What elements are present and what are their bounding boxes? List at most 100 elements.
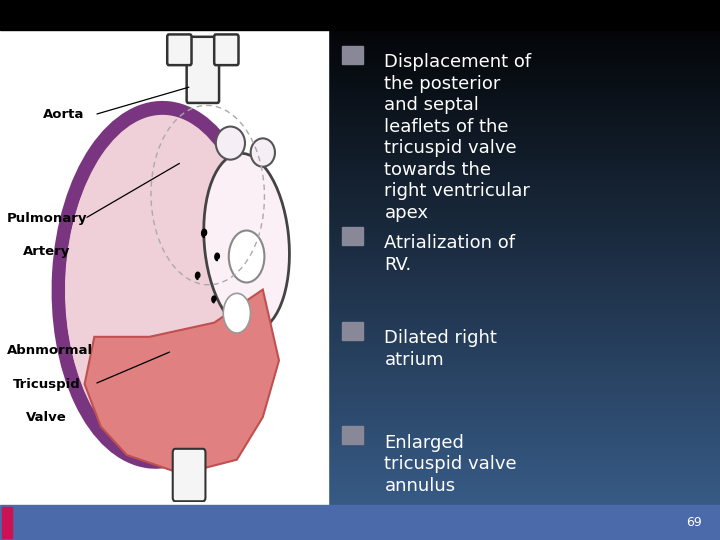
Bar xyxy=(0,119,720,121)
Bar xyxy=(0,46,720,49)
Bar xyxy=(0,275,720,278)
Bar xyxy=(0,288,720,290)
Bar xyxy=(0,241,720,244)
Ellipse shape xyxy=(65,120,253,450)
Bar xyxy=(0,40,720,42)
Bar xyxy=(0,123,720,125)
Bar xyxy=(0,218,720,220)
Bar xyxy=(0,227,720,229)
Bar xyxy=(0,91,720,93)
Bar xyxy=(0,19,720,21)
Bar xyxy=(0,352,720,354)
Bar xyxy=(0,392,720,394)
Bar xyxy=(0,445,720,447)
Bar xyxy=(0,38,720,40)
Bar xyxy=(0,354,720,356)
Bar xyxy=(0,343,720,345)
Bar xyxy=(0,136,720,138)
Text: Artery: Artery xyxy=(23,245,71,258)
Bar xyxy=(343,227,364,245)
Bar xyxy=(343,46,364,64)
Bar xyxy=(0,487,720,489)
Bar xyxy=(0,0,720,2)
Bar xyxy=(0,455,720,457)
Bar xyxy=(0,262,720,265)
Bar xyxy=(0,32,720,34)
Bar xyxy=(0,521,720,523)
Polygon shape xyxy=(202,229,207,238)
Bar xyxy=(0,527,720,529)
Bar xyxy=(0,23,720,25)
Bar xyxy=(0,345,720,347)
Bar xyxy=(0,407,720,409)
Bar xyxy=(0,178,720,180)
Bar xyxy=(0,159,720,161)
Text: Abnmormal: Abnmormal xyxy=(7,345,93,357)
Bar xyxy=(2,507,12,538)
Bar xyxy=(0,278,720,280)
Bar xyxy=(0,62,720,64)
Bar xyxy=(0,184,720,186)
Bar xyxy=(0,377,720,379)
Bar xyxy=(0,250,720,252)
Bar xyxy=(0,284,720,286)
Bar xyxy=(0,426,720,428)
Bar xyxy=(343,322,364,340)
Bar xyxy=(0,220,720,222)
Bar xyxy=(0,510,720,512)
Bar xyxy=(0,333,720,335)
Bar xyxy=(0,286,720,288)
Text: Aorta: Aorta xyxy=(42,108,84,122)
Bar xyxy=(0,400,720,402)
Bar xyxy=(0,201,720,203)
Bar xyxy=(0,146,720,148)
Bar xyxy=(0,129,720,131)
Bar xyxy=(0,301,720,303)
Bar xyxy=(0,104,720,106)
Bar xyxy=(0,430,720,432)
Bar xyxy=(0,258,720,260)
Bar xyxy=(0,85,720,87)
Bar xyxy=(0,102,720,104)
Bar xyxy=(0,180,720,182)
Bar xyxy=(0,11,720,13)
Bar xyxy=(0,170,720,172)
Bar xyxy=(0,66,720,68)
Bar xyxy=(0,320,720,322)
Bar xyxy=(0,386,720,388)
Bar xyxy=(0,500,720,502)
Bar xyxy=(0,21,720,23)
Bar xyxy=(0,373,720,375)
Bar xyxy=(0,83,720,85)
Bar xyxy=(0,447,720,449)
Bar xyxy=(0,144,720,146)
Bar xyxy=(0,195,720,197)
Polygon shape xyxy=(215,253,220,261)
Bar xyxy=(0,25,720,28)
Bar xyxy=(0,505,720,540)
Bar xyxy=(0,519,720,521)
Bar xyxy=(0,186,720,188)
Text: Pulmonary: Pulmonary xyxy=(7,212,87,225)
Bar xyxy=(0,55,720,57)
Bar xyxy=(0,254,720,256)
Bar xyxy=(0,417,720,419)
Ellipse shape xyxy=(58,108,260,462)
Bar xyxy=(0,335,720,337)
Bar xyxy=(0,474,720,476)
Bar xyxy=(0,51,720,53)
Bar xyxy=(0,269,720,271)
Bar xyxy=(0,468,720,470)
Bar xyxy=(0,191,720,193)
Bar xyxy=(0,80,720,83)
Polygon shape xyxy=(212,296,216,303)
Text: Atrialization of
RV.: Atrialization of RV. xyxy=(384,234,516,274)
Text: Valve: Valve xyxy=(26,410,67,424)
Bar xyxy=(0,222,720,225)
Bar xyxy=(0,404,720,407)
Circle shape xyxy=(223,293,251,333)
Bar xyxy=(0,311,720,313)
Bar xyxy=(0,383,720,386)
Bar xyxy=(0,193,720,195)
Bar xyxy=(0,182,720,184)
